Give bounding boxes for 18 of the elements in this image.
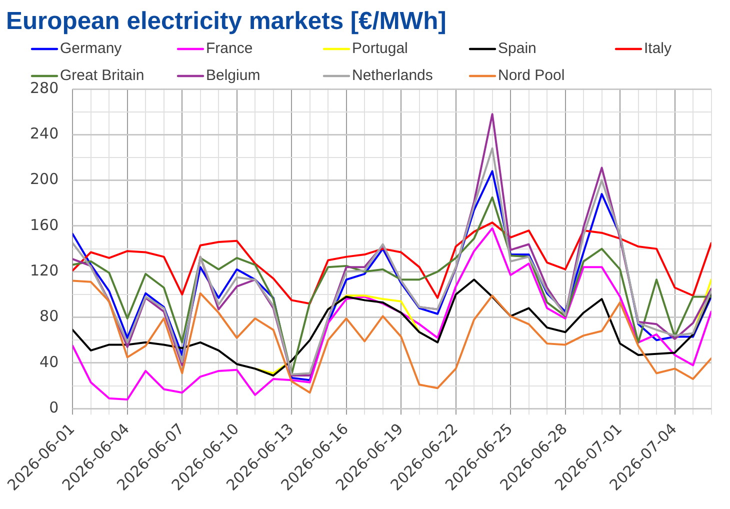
y-tick-label: 200 bbox=[30, 170, 59, 188]
y-tick-label: 0 bbox=[49, 398, 59, 417]
legend-label: Great Britain bbox=[60, 67, 144, 84]
legend-label: Portugal bbox=[352, 40, 408, 58]
legend-label: Germany bbox=[60, 40, 122, 58]
y-tick-label: 40 bbox=[40, 352, 59, 371]
y-tick-label: 80 bbox=[40, 307, 59, 326]
legend-label: Nord Pool bbox=[498, 67, 565, 84]
chart-title: European electricity markets [€/MWh] bbox=[6, 8, 446, 35]
y-tick-label: 240 bbox=[30, 124, 59, 143]
legend-label: Belgium bbox=[206, 67, 260, 84]
y-tick-label: 160 bbox=[30, 216, 59, 234]
y-tick-label: 120 bbox=[30, 262, 59, 280]
legend-label: France bbox=[206, 40, 253, 58]
legend-label: Italy bbox=[644, 40, 672, 58]
legend-label: Spain bbox=[498, 40, 536, 58]
y-tick-label: 280 bbox=[30, 78, 59, 97]
legend-label: Netherlands bbox=[352, 67, 433, 84]
